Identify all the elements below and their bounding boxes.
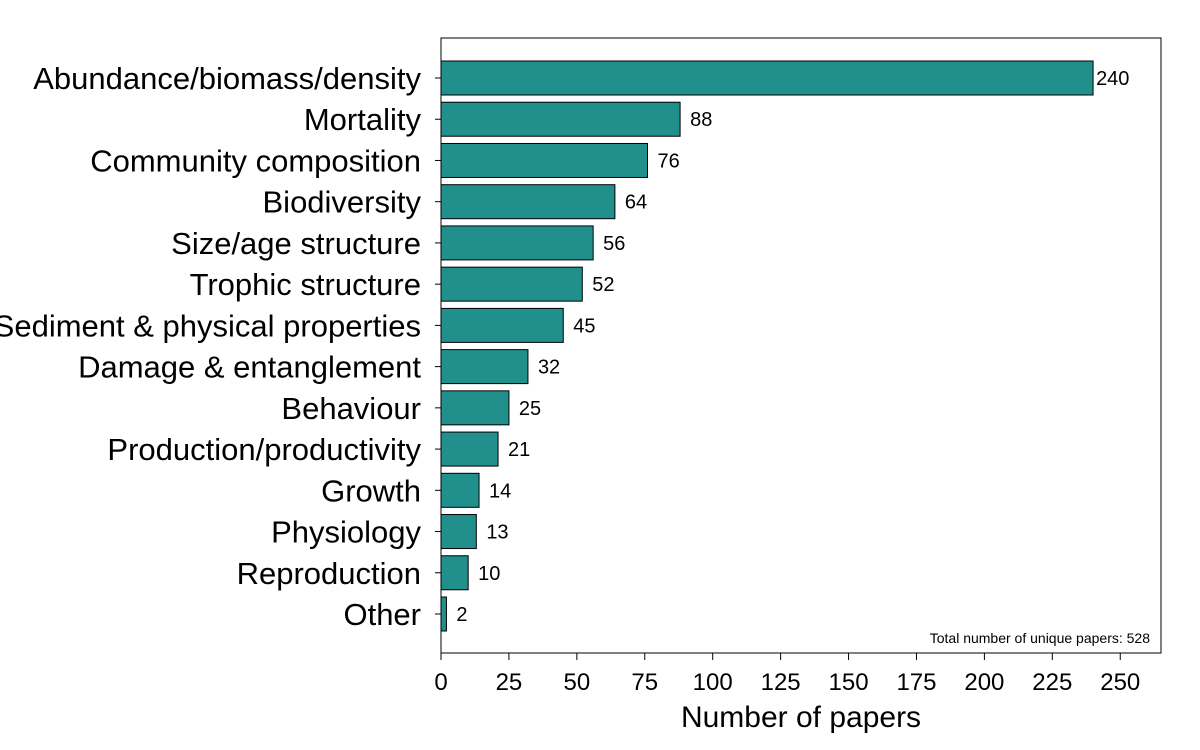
bar-growth xyxy=(440,472,480,508)
category-label-production-productivity: Production/productivity xyxy=(107,432,421,467)
bar-size-age-structure xyxy=(440,225,594,261)
value-label-community-composition: 76 xyxy=(657,150,679,172)
bar-biodiversity xyxy=(440,184,616,220)
value-label-other: 2 xyxy=(456,604,467,626)
value-label-reproduction: 10 xyxy=(478,563,500,585)
x-tick-label: 250 xyxy=(1100,669,1140,696)
x-tick-label: 150 xyxy=(829,669,869,696)
category-label-mortality: Mortality xyxy=(304,102,422,137)
value-label-behaviour: 25 xyxy=(519,398,541,420)
category-label-sediment-physical-properties: Sediment & physical properties xyxy=(0,308,421,343)
value-label-mortality: 88 xyxy=(690,109,712,131)
bar-damage-entanglement xyxy=(440,349,529,385)
bar-other xyxy=(440,596,447,632)
category-label-physiology: Physiology xyxy=(271,515,421,550)
category-label-damage-entanglement: Damage & entanglement xyxy=(78,350,421,385)
value-label-sediment-physical-properties: 45 xyxy=(573,315,595,337)
category-label-abundance-biomass-density: Abundance/biomass/density xyxy=(33,61,421,96)
bar-sediment-physical-properties xyxy=(440,307,564,343)
x-tick-label: 75 xyxy=(631,669,658,696)
category-label-trophic-structure: Trophic structure xyxy=(190,267,421,302)
bar-mortality xyxy=(440,101,681,137)
x-tick-label: 125 xyxy=(761,669,801,696)
x-tick-label: 50 xyxy=(563,669,590,696)
category-label-size-age-structure: Size/age structure xyxy=(171,226,421,261)
x-tick-label: 25 xyxy=(496,669,523,696)
x-tick-label: 200 xyxy=(964,669,1004,696)
category-label-other: Other xyxy=(343,597,421,632)
x-tick-label: 100 xyxy=(693,669,733,696)
plot-frame xyxy=(440,37,1162,654)
bar-abundance-biomass-density xyxy=(440,60,1094,96)
value-label-growth: 14 xyxy=(489,480,511,502)
category-label-community-composition: Community composition xyxy=(90,143,421,178)
total-papers-note: Total number of unique papers: 528 xyxy=(930,630,1150,646)
category-label-growth: Growth xyxy=(321,473,421,508)
x-tick-label: 175 xyxy=(896,669,936,696)
value-label-size-age-structure: 56 xyxy=(603,233,625,255)
category-label-behaviour: Behaviour xyxy=(281,391,421,426)
category-labels: Abundance/biomass/density Mortality Commun… xyxy=(0,61,421,632)
x-tick-label: 225 xyxy=(1032,669,1072,696)
value-label-physiology: 13 xyxy=(486,522,508,544)
category-label-biodiversity: Biodiversity xyxy=(263,185,422,220)
x-tick-label: 0 xyxy=(434,669,447,696)
value-label-damage-entanglement: 32 xyxy=(538,357,560,379)
bar-trophic-structure xyxy=(440,266,583,302)
bar-reproduction xyxy=(440,555,469,591)
x-axis-title: Number of papers xyxy=(681,701,921,734)
bar-community-composition xyxy=(440,142,648,178)
bar-behaviour xyxy=(440,390,510,426)
x-axis: 0 25 50 75 100 125 150 175 200 225 250 xyxy=(434,653,1140,696)
bars-group xyxy=(435,60,1094,632)
value-label-abundance-biomass-density: 240 xyxy=(1096,68,1129,90)
category-label-reproduction: Reproduction xyxy=(237,556,421,591)
value-label-production-productivity: 21 xyxy=(508,439,530,461)
bar-physiology xyxy=(440,514,477,550)
bar-production-productivity xyxy=(440,431,499,467)
value-label-biodiversity: 64 xyxy=(625,192,647,214)
value-label-trophic-structure: 52 xyxy=(592,274,614,296)
